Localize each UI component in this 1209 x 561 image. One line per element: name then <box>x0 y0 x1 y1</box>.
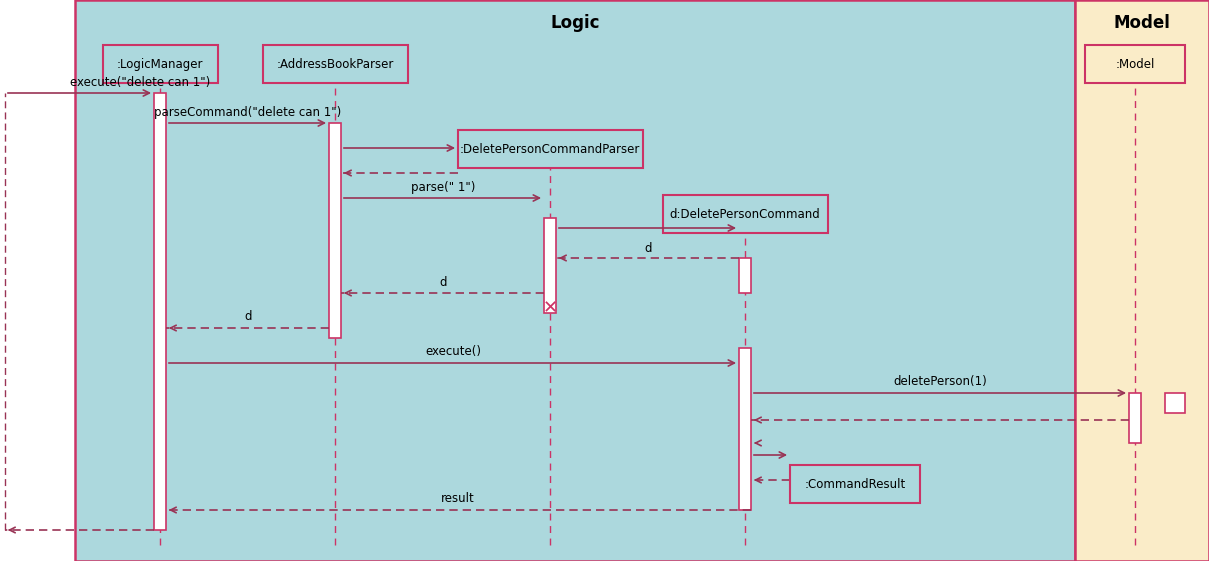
Bar <box>789 465 920 503</box>
Text: Logic: Logic <box>550 14 600 32</box>
Text: d: d <box>439 275 447 288</box>
Bar <box>739 348 751 510</box>
Text: :Model: :Model <box>1116 57 1155 71</box>
Text: d: d <box>644 241 652 255</box>
Text: execute("delete can 1"): execute("delete can 1") <box>70 76 210 89</box>
Text: execute(): execute() <box>426 346 481 358</box>
Text: d: d <box>244 310 251 324</box>
Bar <box>457 130 642 168</box>
Bar <box>1084 45 1185 83</box>
Bar <box>1075 0 1209 561</box>
Text: result: result <box>441 493 475 505</box>
Bar <box>663 195 827 233</box>
Bar <box>75 0 1075 561</box>
Bar <box>1165 393 1185 413</box>
Text: :AddressBookParser: :AddressBookParser <box>277 57 394 71</box>
Bar <box>262 45 407 83</box>
Bar <box>154 93 166 530</box>
Bar <box>103 45 218 83</box>
Text: Model: Model <box>1113 14 1170 32</box>
Text: ✕: ✕ <box>543 299 557 317</box>
Text: d:DeletePersonCommand: d:DeletePersonCommand <box>670 208 821 220</box>
Bar <box>329 123 341 338</box>
Text: :DeletePersonCommandParser: :DeletePersonCommandParser <box>459 142 641 155</box>
Text: :LogicManager: :LogicManager <box>117 57 203 71</box>
Text: :CommandResult: :CommandResult <box>804 477 906 490</box>
Text: parse(" 1"): parse(" 1") <box>411 181 475 194</box>
Text: deletePerson(1): deletePerson(1) <box>893 375 987 389</box>
Text: parseCommand("delete can 1"): parseCommand("delete can 1") <box>155 105 342 118</box>
Bar <box>544 218 556 313</box>
Bar <box>1129 393 1141 443</box>
Bar <box>739 258 751 293</box>
